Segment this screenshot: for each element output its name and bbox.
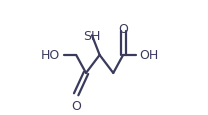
Text: HO: HO bbox=[41, 49, 60, 62]
Text: OH: OH bbox=[139, 49, 158, 62]
Text: O: O bbox=[118, 23, 128, 36]
Text: SH: SH bbox=[83, 30, 100, 42]
Text: O: O bbox=[71, 99, 81, 112]
